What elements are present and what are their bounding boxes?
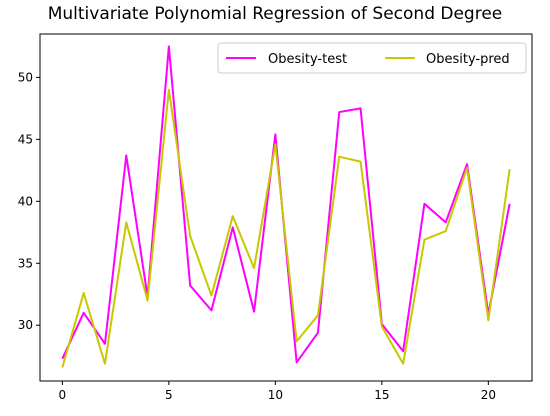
legend-label-obesity-test: Obesity-test <box>268 52 347 67</box>
series-layer <box>61 45 511 368</box>
x-tick-label: 5 <box>165 388 173 402</box>
series-line-obesity-pred <box>61 88 511 368</box>
y-tick-label: 45 <box>18 132 33 146</box>
x-tick-label: 20 <box>481 388 496 402</box>
axes-layer: 0 5 10 15 20 30 35 40 45 50 <box>18 70 496 402</box>
legend-box <box>217 42 527 74</box>
series-line-obesity-test <box>61 45 511 364</box>
legend-label-obesity-pred: Obesity-pred <box>426 52 510 67</box>
plot-frame <box>39 33 533 382</box>
y-tick-label: 35 <box>18 256 33 270</box>
y-tick-label: 30 <box>18 318 33 332</box>
chart-title: Multivariate Polynomial Regression of Se… <box>47 4 503 24</box>
x-tick-label: 0 <box>59 388 67 402</box>
x-tick-label: 10 <box>268 388 283 402</box>
y-tick-label: 40 <box>18 194 33 208</box>
x-tick-label: 15 <box>374 388 389 402</box>
legend: Obesity-test Obesity-pred <box>217 42 527 74</box>
y-tick-label: 50 <box>18 70 33 84</box>
